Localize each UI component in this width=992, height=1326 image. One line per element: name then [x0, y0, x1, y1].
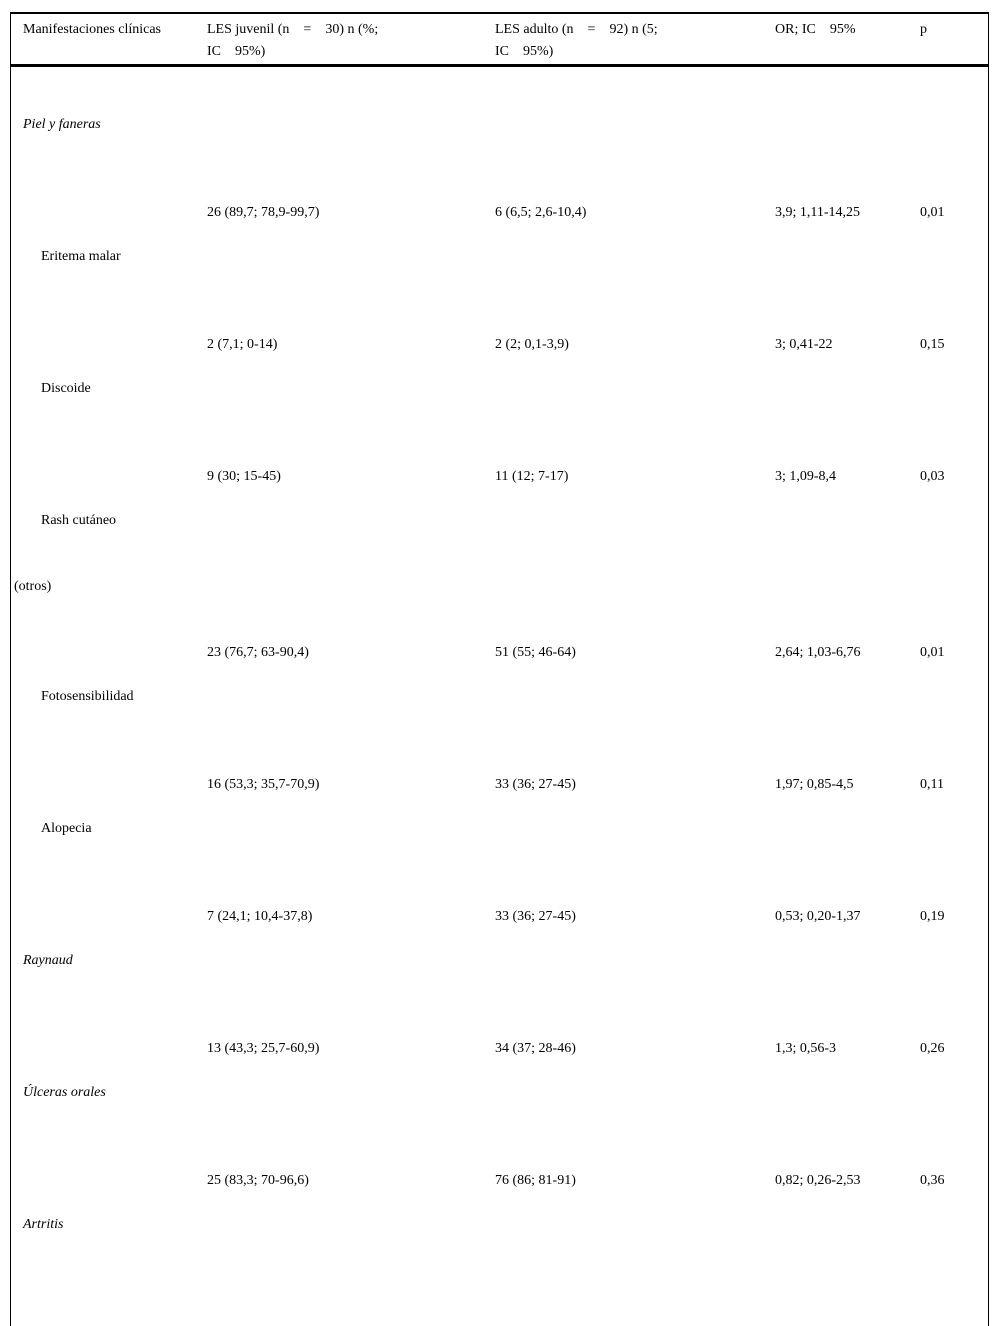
header-or-ic: OR; IC 95%	[775, 22, 856, 37]
cell-or-ic: 3; 1,09-8,4	[775, 469, 837, 484]
cell-les-juvenil: 26 (89,7; 78,9-99,7)	[207, 205, 320, 220]
table-row: Rash cutáneo (otros) 9 (30; 15-45) 11 (1…	[11, 466, 988, 642]
cell-p-value: 0,01	[920, 645, 945, 660]
cell-les-juvenil: 13 (43,3; 25,7-60,9)	[207, 1041, 320, 1056]
cell-les-adulto: 2 (2; 0,1-3,9)	[495, 337, 569, 352]
table-header: Manifestaciones clínicas LES juvenil (n …	[11, 14, 988, 67]
header-les-juvenil: LES juvenil (n = 30) n (%; IC 95%)	[207, 22, 379, 59]
row-label-continuation: (otros)	[14, 579, 52, 594]
table-row: Úlceras orales 13 (43,3; 25,7-60,9) 34 (…	[11, 1038, 988, 1170]
cell-or-ic: 1,97; 0,85-4,5	[775, 777, 854, 792]
cell-les-juvenil: 2 (7,1; 0-14)	[207, 337, 278, 352]
row-label: Discoide	[41, 381, 91, 396]
cell-les-juvenil: 16 (53,3; 35,7-70,9)	[207, 777, 320, 792]
header-row: Manifestaciones clínicas LES juvenil (n …	[11, 19, 988, 63]
header-les-adulto: LES adulto (n = 92) n (5; IC 95%)	[495, 22, 658, 59]
row-label-cell: Discoide	[23, 334, 207, 466]
cell-or-ic: 0,82; 0,26-2,53	[775, 1173, 861, 1188]
cell-p-value: 0,01	[920, 205, 945, 220]
row-label: Raynaud	[23, 953, 73, 968]
cell-p-value: 0,11	[920, 777, 944, 792]
cell-p-value: 0,26	[920, 1041, 945, 1056]
cell-or-ic: 1,3; 0,56-3	[775, 1041, 837, 1056]
table-row: Serositis	[11, 1302, 988, 1326]
row-label-cell: Fotosensibilidad	[23, 642, 207, 774]
cell-les-adulto: 33 (36; 27-45)	[495, 777, 576, 792]
cell-les-juvenil: 7 (24,1; 10,4-37,8)	[207, 909, 313, 924]
table-row: Eritema malar 26 (89,7; 78,9-99,7) 6 (6,…	[11, 202, 988, 334]
table-row: Discoide 2 (7,1; 0-14) 2 (2; 0,1-3,9) 3;…	[11, 334, 988, 466]
cell-p-value: 0,19	[920, 909, 945, 924]
cell-les-adulto: 11 (12; 7-17)	[495, 469, 569, 484]
table-row: Fotosensibilidad 23 (76,7; 63-90,4) 51 (…	[11, 642, 988, 774]
row-label-cell: Piel y faneras	[23, 70, 207, 202]
cell-les-adulto: 51 (55; 46-64)	[495, 645, 576, 660]
row-label-cell: Úlceras orales	[23, 1038, 207, 1170]
table-row: Raynaud 7 (24,1; 10,4-37,8) 33 (36; 27-4…	[11, 906, 988, 1038]
row-label: Eritema malar	[41, 249, 121, 264]
cell-les-juvenil: 25 (83,3; 70-96,6)	[207, 1173, 309, 1188]
cell-p-value: 0,15	[920, 337, 945, 352]
cell-or-ic: 2,64; 1,03-6,76	[775, 645, 861, 660]
row-label-cell: Raynaud	[23, 906, 207, 1038]
clinical-manifestations-table: Manifestaciones clínicas LES juvenil (n …	[10, 12, 989, 1326]
table-row: Artritis 25 (83,3; 70-96,6) 76 (86; 81-9…	[11, 1170, 988, 1302]
table-row: Alopecia 16 (53,3; 35,7-70,9) 33 (36; 27…	[11, 774, 988, 906]
table-row: Piel y faneras	[11, 70, 988, 202]
cell-les-adulto: 76 (86; 81-91)	[495, 1173, 576, 1188]
table-body: Piel y faneras Eritema malar 26 (89,7; 7…	[11, 67, 988, 1326]
row-label: Alopecia	[41, 821, 92, 836]
row-label-cell: Rash cutáneo (otros)	[14, 466, 207, 642]
header-p: p	[920, 22, 927, 37]
cell-or-ic: 0,53; 0,20-1,37	[775, 909, 861, 924]
cell-les-adulto: 33 (36; 27-45)	[495, 909, 576, 924]
cell-les-juvenil: 23 (76,7; 63-90,4)	[207, 645, 309, 660]
row-label: Úlceras orales	[23, 1085, 106, 1100]
row-label-cell: Eritema malar	[23, 202, 207, 334]
row-label-cell: Alopecia	[23, 774, 207, 906]
cell-or-ic: 3,9; 1,11-14,25	[775, 205, 861, 220]
row-label: Fotosensibilidad	[41, 689, 134, 704]
row-label-cell: Serositis	[23, 1302, 207, 1326]
header-manifestaciones: Manifestaciones clínicas	[23, 22, 162, 37]
cell-les-juvenil: 9 (30; 15-45)	[207, 469, 281, 484]
row-label: Piel y faneras	[23, 117, 101, 132]
row-label: Artritis	[23, 1217, 64, 1232]
cell-les-adulto: 6 (6,5; 2,6-10,4)	[495, 205, 587, 220]
cell-p-value: 0,36	[920, 1173, 945, 1188]
cell-p-value: 0,03	[920, 469, 945, 484]
cell-or-ic: 3; 0,41-22	[775, 337, 833, 352]
row-label-cell: Artritis	[23, 1170, 207, 1302]
paper-page: Manifestaciones clínicas LES juvenil (n …	[10, 12, 989, 1326]
row-label: Rash cutáneo	[41, 513, 117, 528]
cell-les-adulto: 34 (37; 28-46)	[495, 1041, 576, 1056]
